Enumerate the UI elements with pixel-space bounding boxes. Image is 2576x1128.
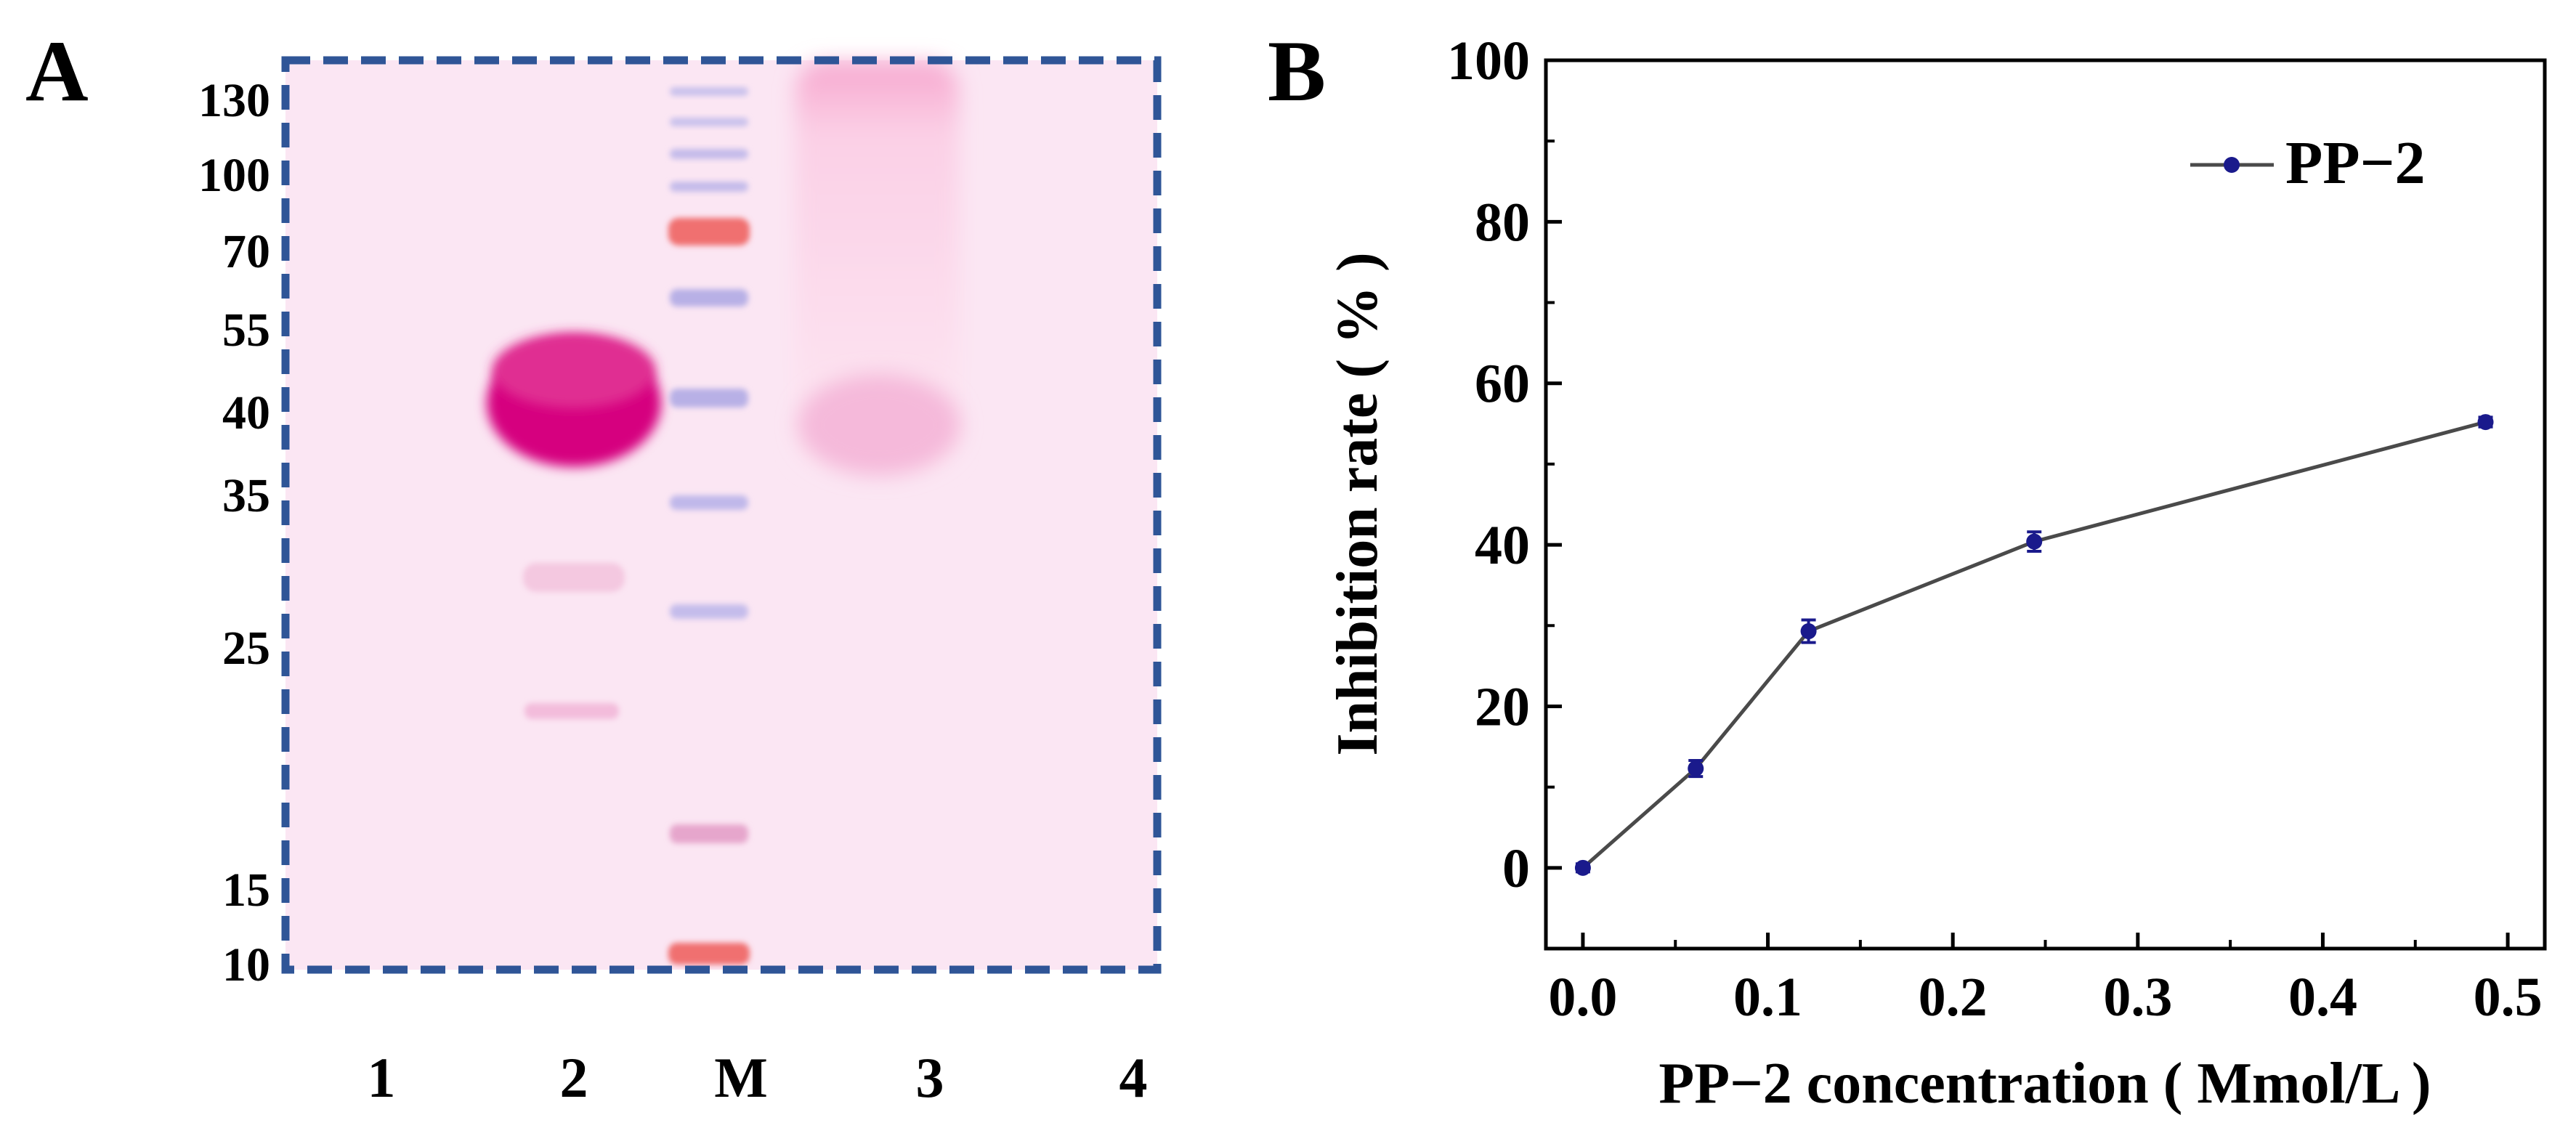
data-point: [1688, 760, 1704, 777]
lane-label: 3: [916, 1046, 944, 1109]
marker-band: [670, 495, 748, 510]
legend-label: PP−2: [2285, 129, 2426, 197]
lane-label: M: [714, 1046, 768, 1109]
panel-b-letter: B: [1268, 23, 1326, 119]
series-line: [1581, 420, 2487, 869]
legend-marker: [2224, 157, 2240, 173]
lane-label: 1: [368, 1046, 396, 1109]
marker-band: [670, 87, 748, 96]
x-axis-label: PP−2 concentration ( Mmol/L ): [1658, 1052, 2431, 1116]
x-tick-label: 0.4: [2288, 967, 2357, 1028]
lane-label: 2: [560, 1046, 588, 1109]
data-point: [1574, 859, 1591, 876]
lane-2-bands: [487, 333, 661, 719]
marker-band: [670, 289, 748, 307]
y-tick-label: 60: [1475, 354, 1530, 415]
lane-2-faint-band-1: [523, 563, 625, 592]
marker-band: [670, 389, 748, 407]
panel-b: B 0 20 40 60 80 100 0.0 0.1 0.2 0.3 0.4 0.5 PP−2 c…: [1268, 23, 2547, 1116]
marker-labels: 130 100 70 55 40 35 25 15 10: [198, 74, 270, 991]
data-point: [2026, 533, 2043, 550]
marker-label: 10: [222, 938, 270, 991]
marker-band: [670, 604, 748, 619]
x-tick-label: 0.2: [1919, 967, 1988, 1028]
y-axis-ticks: 0 20 40 60 80 100: [1447, 31, 1562, 899]
marker-band: [670, 182, 748, 192]
marker-lane: [668, 87, 750, 965]
lane-2-main-band-top: [493, 333, 655, 408]
marker-band-red: [668, 943, 750, 965]
x-axis-ticks: 0.0 0.1 0.2 0.3 0.4 0.5: [1548, 933, 2543, 1028]
marker-label: 130: [198, 74, 270, 127]
gel-frame: [281, 56, 1162, 974]
y-tick-label: 0: [1502, 838, 1530, 899]
inhibition-chart: 0 20 40 60 80 100 0.0 0.1 0.2 0.3 0.4 0.5 PP−2 con…: [1326, 31, 2547, 1116]
marker-label: 15: [222, 864, 270, 917]
lane-labels: 1 2 M 3 4: [368, 1046, 1148, 1109]
marker-band: [670, 149, 748, 159]
marker-label: 40: [222, 386, 270, 439]
marker-label: 55: [222, 304, 270, 357]
panel-a: A: [25, 23, 1162, 1109]
panel-a-letter: A: [25, 23, 89, 119]
series-pp2: [1574, 414, 2494, 876]
gel-background: [285, 60, 1157, 970]
lane-3-bands: [795, 62, 960, 476]
y-tick-label: 20: [1475, 676, 1530, 737]
lane-2-faint-band-2: [524, 703, 619, 719]
y-tick-label: 40: [1475, 515, 1530, 576]
lane-3-smear: [795, 62, 959, 468]
marker-label: 35: [222, 469, 270, 522]
data-point: [1800, 623, 1817, 640]
marker-label: 70: [222, 225, 270, 278]
marker-band-red: [668, 218, 750, 246]
data-point: [2477, 414, 2494, 431]
x-tick-label: 0.1: [1733, 967, 1802, 1028]
y-tick-label: 100: [1447, 31, 1530, 92]
y-tick-label: 80: [1475, 192, 1530, 253]
y-axis-label: Inhibition rate ( % ): [1326, 252, 1390, 755]
lane-3-band: [798, 374, 960, 476]
x-tick-label: 0.3: [2103, 967, 2172, 1028]
legend: PP−2: [2190, 129, 2426, 197]
x-tick-label: 0.0: [1548, 967, 1617, 1028]
marker-band: [670, 118, 748, 126]
marker-label: 100: [198, 149, 270, 202]
marker-band: [670, 824, 748, 843]
x-tick-label: 0.5: [2474, 967, 2543, 1028]
marker-label: 25: [222, 622, 270, 675]
lane-label: 4: [1119, 1046, 1148, 1109]
